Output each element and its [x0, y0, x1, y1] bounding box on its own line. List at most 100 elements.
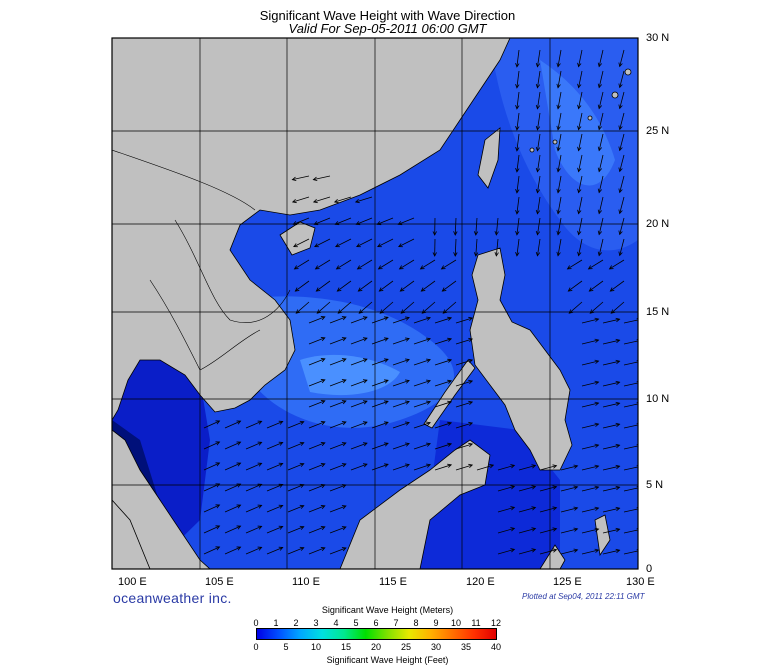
wave-arrow	[619, 91, 625, 109]
wave-arrow	[434, 401, 452, 408]
wave-arrow	[329, 316, 347, 324]
wave-arrow	[358, 280, 373, 292]
wave-arrow	[557, 49, 562, 67]
wave-arrow-head	[573, 548, 579, 553]
wave-arrow	[203, 483, 220, 492]
wave-arrow	[293, 238, 310, 248]
wave-arrow-head	[376, 221, 382, 226]
wave-arrow-head	[320, 379, 326, 384]
wave-arrow	[557, 91, 562, 109]
wave-arrow-head	[320, 463, 326, 468]
wave-arrow-head	[320, 421, 326, 426]
wave-arrow-head	[615, 380, 621, 386]
wave-arrow-head	[447, 442, 453, 447]
wave-arrow	[475, 217, 478, 235]
wave-arrow-head	[447, 337, 453, 342]
wave-arrow	[413, 338, 431, 345]
wave-arrow	[560, 507, 578, 513]
meter-tick: 12	[490, 618, 502, 628]
wave-arrow-head	[320, 442, 326, 447]
wave-arrow	[350, 463, 368, 471]
wave-arrow	[598, 133, 604, 151]
wave-arrow-head	[568, 309, 574, 314]
wave-arrow	[335, 217, 352, 225]
wave-arrow	[539, 528, 557, 534]
wave-arrow	[392, 317, 410, 324]
wave-arrow-head	[405, 358, 410, 363]
meter-tick: 6	[373, 618, 379, 628]
wave-arrow	[475, 238, 478, 256]
wave-arrow-head	[333, 198, 339, 204]
wave-arrow	[537, 238, 541, 256]
wave-arrow	[293, 217, 310, 225]
wave-arrow-head	[236, 483, 242, 488]
wave-arrow	[392, 464, 410, 471]
wave-arrow	[557, 112, 562, 130]
wave-arrow-head	[615, 506, 621, 512]
wave-arrow-head	[577, 83, 582, 89]
wave-arrow-head	[335, 243, 340, 248]
wave-arrow-head	[468, 316, 474, 322]
wave-arrow	[537, 196, 541, 214]
wave-arrow-head	[362, 463, 368, 468]
wave-arrow	[516, 196, 520, 214]
meter-tick: 11	[471, 618, 481, 628]
wave-arrow	[516, 154, 520, 172]
lon-label-100e: 100 E	[118, 576, 147, 588]
wave-arrow	[598, 196, 604, 214]
wave-arrow	[581, 444, 599, 450]
wave-arrow	[537, 154, 541, 172]
wave-arrow	[392, 338, 410, 345]
wave-arrow	[602, 507, 620, 513]
wave-arrow	[610, 280, 625, 292]
wave-arrow	[203, 441, 220, 450]
wave-arrow	[516, 112, 520, 130]
wave-arrow-head	[618, 62, 623, 68]
wave-arrow-head	[257, 462, 263, 467]
wave-arrow-head	[552, 548, 558, 553]
wave-arrow-head	[356, 243, 361, 248]
wave-arrow	[392, 401, 410, 408]
wave-arrow	[560, 528, 578, 534]
wave-arrow-head	[426, 337, 431, 342]
wave-arrow-head	[341, 526, 347, 531]
wave-arrow-head	[215, 420, 221, 425]
wave-arrow-head	[615, 485, 621, 491]
wave-arrow-head	[341, 421, 347, 426]
wave-arrow	[413, 359, 431, 366]
wave-arrow-head	[556, 230, 561, 236]
wave-arrow-head	[609, 287, 615, 292]
wave-arrow	[602, 339, 620, 345]
feet-tick: 35	[460, 642, 472, 652]
wave-arrow	[434, 338, 452, 345]
wave-arrow	[434, 464, 452, 471]
wave-arrow	[516, 49, 520, 67]
wave-arrow	[308, 379, 325, 387]
wave-arrow-head	[378, 287, 384, 292]
country-borders	[112, 149, 291, 371]
wave-arrow	[371, 337, 389, 345]
wave-arrow	[377, 238, 394, 248]
map-title: Significant Wave Height with Wave Direct…	[259, 8, 516, 23]
wave-arrow-head	[299, 546, 305, 551]
wave-arrow-head	[594, 464, 600, 469]
wave-arrow-head	[398, 243, 403, 248]
wave-arrow	[308, 400, 325, 408]
wave-arrow	[455, 359, 473, 366]
wave-arrow	[588, 259, 604, 270]
wave-arrow	[497, 485, 515, 492]
wave-arrow	[295, 301, 310, 314]
wave-arrow	[518, 507, 536, 513]
wave-arrow	[476, 464, 494, 471]
wave-arrow	[578, 217, 583, 235]
wave-arrow-head	[341, 484, 347, 489]
wave-arrow-head	[594, 548, 600, 553]
wave-arrow	[497, 506, 515, 513]
wave-arrow	[329, 484, 347, 492]
wave-arrow-head	[398, 265, 404, 270]
wave-arrow	[413, 464, 431, 471]
wave-arrow	[602, 465, 620, 471]
wave-arrow	[619, 112, 625, 130]
wave-arrow	[602, 486, 620, 492]
wave-arrow	[266, 421, 283, 429]
